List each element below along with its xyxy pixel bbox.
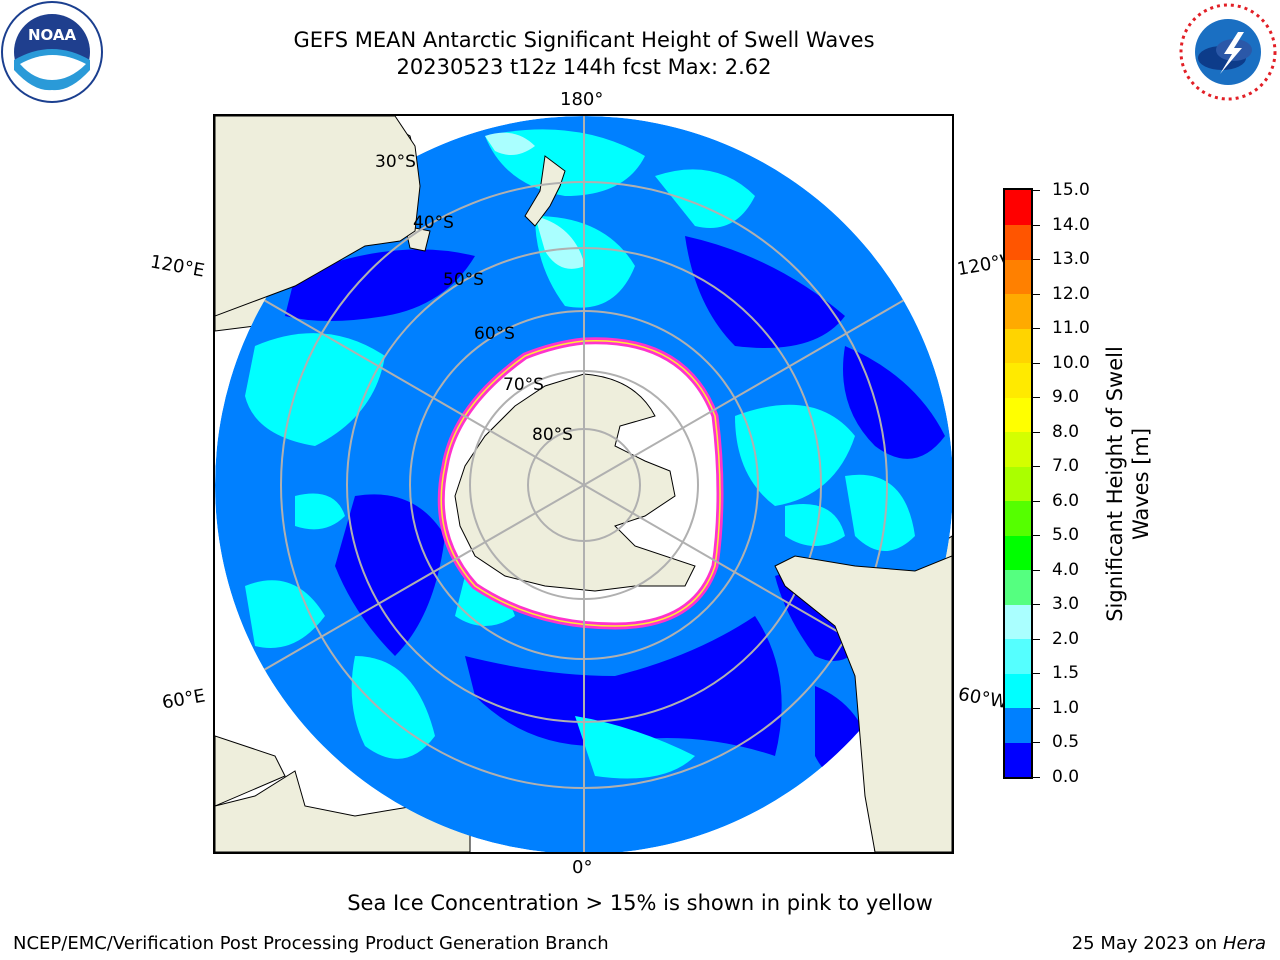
colorbar-tick <box>1033 742 1040 743</box>
colorbar-tick-label: 15.0 <box>1052 180 1090 200</box>
colorbar-tick <box>1033 328 1040 329</box>
colorbar-segment <box>1005 431 1031 467</box>
colorbar-tick <box>1033 604 1040 605</box>
new-zealand-land <box>524 155 566 227</box>
colorbar-tick <box>1033 466 1040 467</box>
lon-label-180: 180° <box>560 89 604 110</box>
lat-label-80s: 80°S <box>532 425 573 445</box>
colorbar-tick <box>1033 535 1040 536</box>
colorbar-tick <box>1033 397 1040 398</box>
swell-field <box>215 116 952 852</box>
colorbar-tick <box>1033 777 1040 778</box>
colorbar-tick-label: 1.0 <box>1052 698 1080 718</box>
colorbar-tick <box>1033 708 1040 709</box>
colorbar-tick-label: 8.0 <box>1052 422 1080 442</box>
colorbar-segment <box>1005 673 1031 709</box>
colorbar-segment <box>1005 638 1031 674</box>
colorbar-tick <box>1033 501 1040 502</box>
lon-label-120e: 120°E <box>148 251 207 282</box>
colorbar-tick <box>1033 190 1040 191</box>
colorbar-segment <box>1005 397 1031 433</box>
sea-ice-note: Sea Ice Concentration > 15% is shown in … <box>347 891 933 915</box>
lat-label-70s: 70°S <box>503 375 544 395</box>
colorbar-segment <box>1005 500 1031 536</box>
lat-label-60s: 60°S <box>474 324 515 344</box>
colorbar-segment <box>1005 362 1031 398</box>
colorbar-tick <box>1033 259 1040 260</box>
graticule <box>215 116 952 852</box>
colorbar-tick-label: 10.0 <box>1052 353 1090 373</box>
colorbar-segment <box>1005 259 1031 295</box>
lat-label-40s: 40°S <box>413 213 454 233</box>
colorbar-tick-label: 11.0 <box>1052 318 1090 338</box>
colorbar-tick-label: 6.0 <box>1052 491 1080 511</box>
colorbar-tick-label: 4.0 <box>1052 560 1080 580</box>
colorbar-tick-label: 3.0 <box>1052 594 1080 614</box>
lat-label-30s: 30°S <box>375 152 416 172</box>
colorbar-tick <box>1033 570 1040 571</box>
colorbar-segment <box>1005 535 1031 571</box>
colorbar-segment <box>1005 190 1031 226</box>
colorbar-tick-label: 12.0 <box>1052 284 1090 304</box>
noaa-logo-text: NOAA <box>28 26 77 44</box>
colorbar <box>1003 188 1033 779</box>
colorbar-tick <box>1033 363 1040 364</box>
africa-fragment-land <box>215 735 286 807</box>
colorbar-tick <box>1033 294 1040 295</box>
colorbar-tick-label: 1.5 <box>1052 663 1080 683</box>
colorbar-segment <box>1005 328 1031 364</box>
map-svg <box>215 116 952 852</box>
colorbar-tick <box>1033 639 1040 640</box>
footer-date: 25 May 2023 on Hera <box>1071 933 1266 954</box>
colorbar-tick-label: 14.0 <box>1052 215 1090 235</box>
footer-branch: NCEP/EMC/Verification Post Processing Pr… <box>13 933 609 954</box>
colorbar-tick <box>1033 225 1040 226</box>
colorbar-segment <box>1005 293 1031 329</box>
lat-label-50s: 50°S <box>443 270 484 290</box>
colorbar-tick <box>1033 673 1040 674</box>
colorbar-tick-label: 9.0 <box>1052 387 1080 407</box>
chart-title: GEFS MEAN Antarctic Significant Height o… <box>293 28 875 52</box>
colorbar-tick-label: 2.0 <box>1052 629 1080 649</box>
colorbar-segment <box>1005 224 1031 260</box>
colorbar-tick-label: 13.0 <box>1052 249 1090 269</box>
colorbar-title: Significant Height of Swell Waves [m] <box>1103 346 1153 622</box>
colorbar-tick-label: 7.0 <box>1052 456 1080 476</box>
colorbar-segment <box>1005 742 1031 777</box>
chart-subtitle-run: 20230523 t12z 144h fcst Max: 2.62 <box>396 55 772 79</box>
colorbar-segment <box>1005 466 1031 502</box>
polar-map <box>213 114 954 854</box>
lon-label-0: 0° <box>572 857 593 878</box>
antarctica-land <box>454 373 696 592</box>
nws-logo <box>1178 2 1278 102</box>
colorbar-tick-label: 5.0 <box>1052 525 1080 545</box>
colorbar-segment <box>1005 707 1031 743</box>
lon-label-60e: 60°E <box>160 685 207 714</box>
lon-label-60w: 60°W <box>956 683 1010 714</box>
colorbar-tick <box>1033 432 1040 433</box>
colorbar-tick-label: 0.5 <box>1052 732 1080 752</box>
colorbar-segment <box>1005 569 1031 605</box>
noaa-logo: NOAA <box>0 0 104 104</box>
colorbar-tick-label: 0.0 <box>1052 767 1080 787</box>
colorbar-segment <box>1005 604 1031 640</box>
